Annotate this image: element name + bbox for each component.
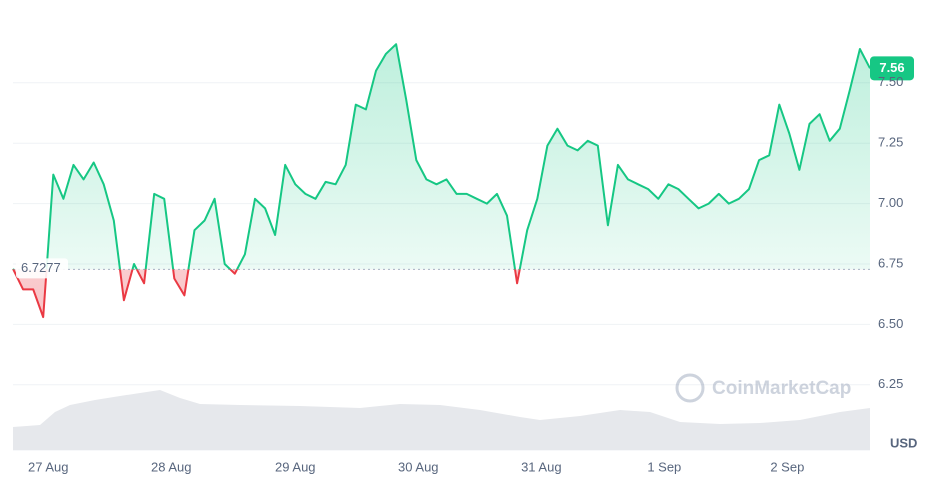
- currency-label: USD: [890, 435, 917, 450]
- baseline-label-bg: [16, 258, 68, 279]
- area-up: [13, 44, 870, 270]
- x-tick-label: 28 Aug: [151, 459, 192, 474]
- y-tick-label: 7.50: [878, 74, 903, 89]
- y-tick-label: 6.50: [878, 316, 903, 331]
- baseline-label: 6.7277: [21, 260, 61, 275]
- x-tick-label: 31 Aug: [521, 459, 562, 474]
- price-line-up: [12, 43, 871, 270]
- watermark-logo: [675, 373, 705, 403]
- watermark-text: CoinMarketCap: [712, 378, 851, 399]
- x-tick-label: 30 Aug: [398, 459, 439, 474]
- x-tick-label: 27 Aug: [28, 459, 69, 474]
- x-tick-label: 29 Aug: [275, 459, 316, 474]
- area-down: [13, 269, 870, 318]
- y-tick-label: 7.00: [878, 195, 903, 210]
- last-price-badge: [870, 56, 914, 81]
- last-price-label: 7.56: [879, 60, 904, 75]
- x-tick-label: 1 Sep: [647, 459, 681, 474]
- y-tick-label: 7.25: [878, 135, 903, 150]
- volume-area: [13, 390, 870, 450]
- y-tick-label: 6.75: [878, 255, 903, 270]
- x-tick-label: 2 Sep: [770, 459, 804, 474]
- y-tick-label: 6.25: [878, 376, 903, 391]
- watermark: CoinMarketCap: [675, 373, 851, 403]
